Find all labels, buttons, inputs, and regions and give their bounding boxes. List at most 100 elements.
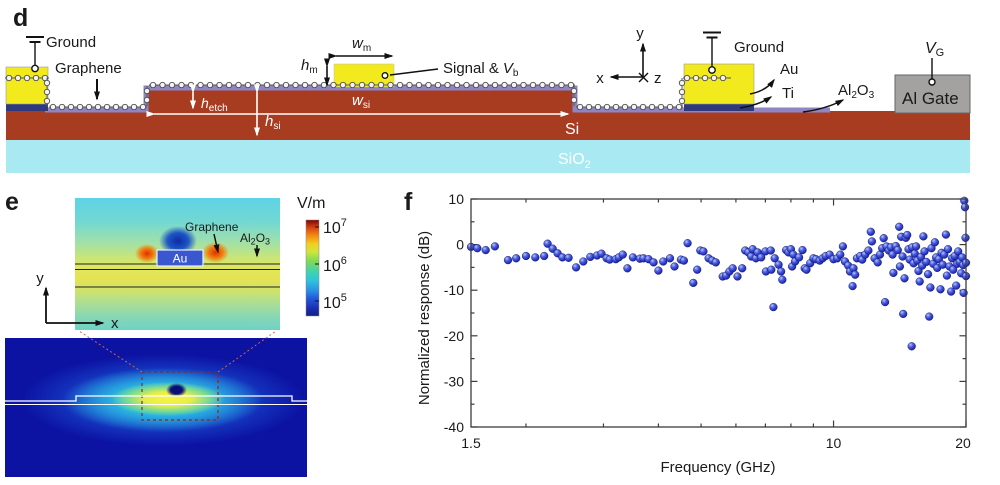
data-point	[851, 270, 860, 279]
z-axis-label: z	[654, 70, 662, 87]
graphene-atom	[330, 81, 337, 89]
graphene-atom	[539, 81, 546, 89]
data-point	[770, 254, 779, 263]
graphene-atom	[187, 81, 195, 89]
graphene-atom	[425, 81, 432, 89]
graphene-atom	[639, 103, 647, 111]
y-axis-title: Normalized response (dB)	[416, 231, 433, 405]
graphene-atom	[666, 103, 674, 111]
graphene-atom	[548, 81, 556, 89]
data-point	[923, 270, 933, 279]
colorbar-tick-label: 106	[323, 255, 347, 275]
data-point	[848, 282, 857, 291]
tick-label: 10	[448, 191, 464, 207]
contact-dot	[31, 64, 39, 73]
graphene-atom	[406, 81, 413, 89]
graphene-atom	[168, 81, 176, 89]
data-point	[679, 256, 689, 265]
colorbar	[305, 219, 320, 317]
data-point	[683, 239, 692, 248]
graphene-atom	[320, 81, 328, 89]
tick-label: 10	[826, 435, 842, 451]
data-point	[757, 253, 766, 262]
graphene-atom	[32, 74, 40, 82]
tick-label: -10	[444, 282, 464, 298]
data-point	[798, 246, 807, 255]
y-axis-label: y	[36, 270, 44, 287]
ti-layer-left	[6, 104, 48, 111]
data-point	[711, 258, 720, 267]
graphene-inset-arrow	[213, 233, 220, 254]
au-label: Au	[780, 61, 798, 78]
al-gate-label: Al Gate	[902, 89, 959, 108]
z-cross	[638, 72, 649, 83]
data-point	[571, 263, 581, 272]
au-callout-arrow	[749, 78, 775, 95]
data-point	[942, 271, 952, 280]
y-axis-label: y	[636, 25, 644, 42]
graphene-atom	[415, 81, 423, 89]
tick-label: 0	[456, 237, 464, 253]
si-label: Si	[565, 121, 579, 138]
waveguide-top-line	[5, 395, 307, 402]
contact-dot	[381, 72, 389, 79]
data-point	[919, 232, 928, 241]
graphene-atom	[710, 74, 718, 82]
data-point	[802, 265, 811, 274]
data-point	[920, 247, 929, 256]
graphene-atom	[149, 81, 157, 89]
graphene-atom	[121, 103, 129, 111]
ground-symbol-right	[703, 31, 721, 74]
ground-electrode-right	[683, 63, 755, 105]
graphene-atom	[558, 81, 565, 89]
data-point	[836, 250, 845, 259]
graphene-atom	[178, 81, 185, 89]
wm-label: wm	[352, 35, 371, 54]
panel-e-tag: e	[5, 188, 19, 216]
tick-label: -30	[444, 373, 464, 389]
graphene-atom	[472, 81, 480, 89]
al2o3-callout-arrow	[802, 99, 845, 113]
zoom-connector	[217, 330, 277, 373]
data-point	[659, 257, 668, 266]
graphene-atom	[206, 81, 214, 89]
graphene-atom	[143, 87, 151, 95]
graphene-atom	[678, 79, 686, 87]
hm-label: hm	[301, 57, 318, 76]
chart-axes: 1.5 10 20 10 0 -10 -20 -30 -40 Frequency (GHz) Nor…	[416, 191, 971, 476]
data-point	[911, 242, 921, 251]
graphene-atom	[58, 103, 66, 111]
au-inset-label: Au	[173, 252, 188, 266]
graphene-atom	[612, 103, 620, 111]
data-point	[880, 298, 890, 307]
data-point	[903, 230, 912, 240]
graphene-atom	[570, 96, 578, 104]
x-axis-title: Frequency (GHz)	[660, 459, 775, 476]
panel-f-tag: f	[404, 188, 413, 216]
data-point	[521, 251, 531, 261]
data-point	[899, 309, 908, 319]
data-point	[693, 265, 702, 274]
data-point	[889, 268, 898, 278]
graphene-atom	[434, 81, 442, 89]
graphene-atom	[159, 81, 166, 89]
data-point	[898, 252, 907, 261]
data-point	[766, 246, 775, 255]
data-point	[597, 249, 606, 258]
tick-label: -20	[444, 328, 464, 344]
data-point	[925, 312, 934, 321]
data-point	[767, 265, 776, 274]
graphene-atom	[282, 81, 290, 89]
field-hotspot-left	[135, 244, 159, 263]
si-slab	[6, 111, 970, 140]
chart-points	[466, 196, 971, 351]
graphene-atom	[49, 103, 57, 111]
data-point	[926, 283, 935, 292]
graphene-atom	[678, 97, 686, 105]
data-point	[922, 257, 931, 267]
data-point	[938, 260, 947, 269]
data-point	[864, 246, 873, 255]
graphene-atom	[235, 81, 242, 89]
panel-f-frequency-response-chart: f 1.5 10 20 10 0 -10 -20 -30 -40 Frequency (GHz) N…	[404, 188, 971, 476]
graphene-atom	[567, 81, 575, 89]
